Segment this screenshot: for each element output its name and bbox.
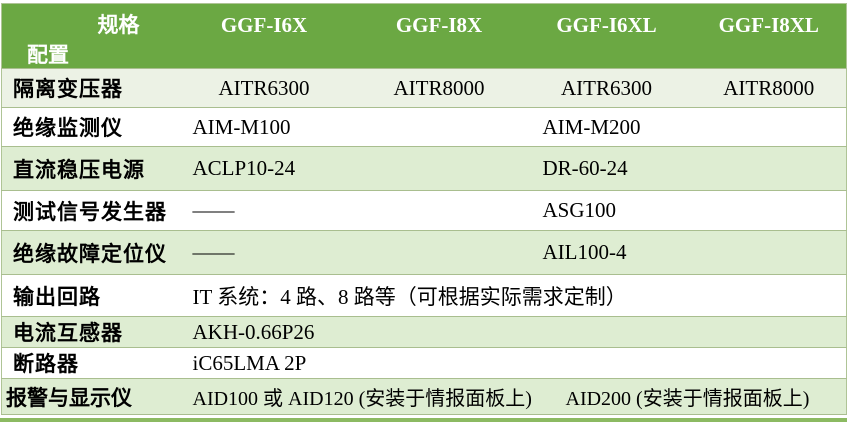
table-cell: AITR8000	[691, 68, 847, 108]
row-label: 电流互感器	[1, 316, 172, 348]
table-row-test-signal-generator: 测试信号发生器 —— ASG100	[1, 190, 847, 231]
row-label: 隔离变压器	[1, 68, 172, 108]
table-cell: IT 系统：4 路、8 路等（可根据实际需求定制）	[171, 274, 847, 317]
corner-spec-label: 规格	[97, 13, 140, 37]
bottom-accent-bar	[0, 418, 847, 422]
spec-table-page: 规格 配置 GGF-I6X GGF-I8X GGF-I6XL GGF-I8XL …	[0, 3, 847, 422]
column-header-ggf-i6x: GGF-I6X	[171, 3, 357, 69]
row-label: 绝缘故障定位仪	[1, 230, 172, 275]
table-cell: ACLP10-24	[171, 146, 522, 191]
row-label: 断路器	[1, 347, 172, 379]
header-row: 规格 配置 GGF-I6X GGF-I8X GGF-I6XL GGF-I8XL	[1, 3, 847, 69]
column-header-ggf-i6xl: GGF-I6XL	[521, 3, 692, 69]
table-row-current-transformer: 电流互感器 AKH-0.66P26	[1, 316, 847, 348]
row-label: 输出回路	[1, 274, 172, 317]
corner-header-cell: 规格 配置	[1, 3, 172, 69]
table-cell: iC65LMA 2P	[171, 347, 847, 379]
row-label: 报警与显示仪	[1, 378, 172, 415]
table-cell: ——	[171, 190, 522, 231]
table-cell: AITR6300	[521, 68, 692, 108]
row-label: 直流稳压电源	[1, 146, 172, 191]
column-header-ggf-i8x: GGF-I8X	[356, 3, 522, 69]
table-row-dc-power-supply: 直流稳压电源 ACLP10-24 DR-60-24	[1, 146, 847, 191]
table-cell: DR-60-24	[521, 146, 847, 191]
table-cell: ——	[171, 230, 522, 275]
column-header-ggf-i8xl: GGF-I8XL	[691, 3, 847, 69]
row-label: 绝缘监测仪	[1, 107, 172, 147]
table-row-output-circuits: 输出回路 IT 系统：4 路、8 路等（可根据实际需求定制）	[1, 274, 847, 317]
spec-comparison-table: 规格 配置 GGF-I6X GGF-I8X GGF-I6XL GGF-I8XL …	[1, 3, 847, 415]
table-cell: ASG100	[521, 190, 847, 231]
table-row-circuit-breaker: 断路器 iC65LMA 2P	[1, 347, 847, 379]
table-row-insulation-monitor: 绝缘监测仪 AIM-M100 AIM-M200	[1, 107, 847, 147]
row-label: 测试信号发生器	[1, 190, 172, 231]
table-cell: AID200 (安装于情报面板上)	[521, 378, 847, 415]
table-cell: AID100 或 AID120 (安装于情报面板上)	[171, 378, 532, 415]
table-cell: AIM-M100	[171, 107, 522, 147]
table-cell: AITR6300	[171, 68, 357, 108]
table-cell: AKH-0.66P26	[171, 316, 847, 348]
table-cell: AIM-M200	[521, 107, 847, 147]
corner-config-label: 配置	[27, 43, 69, 67]
table-row-isolation-transformer: 隔离变压器 AITR6300 AITR8000 AITR6300 AITR800…	[1, 68, 847, 108]
table-cell: AITR8000	[356, 68, 522, 108]
table-cell: AIL100-4	[521, 230, 847, 275]
table-row-alarm-display: 报警与显示仪 AID100 或 AID120 (安装于情报面板上) AID200…	[1, 378, 847, 415]
table-row-fault-locator: 绝缘故障定位仪 —— AIL100-4	[1, 230, 847, 275]
